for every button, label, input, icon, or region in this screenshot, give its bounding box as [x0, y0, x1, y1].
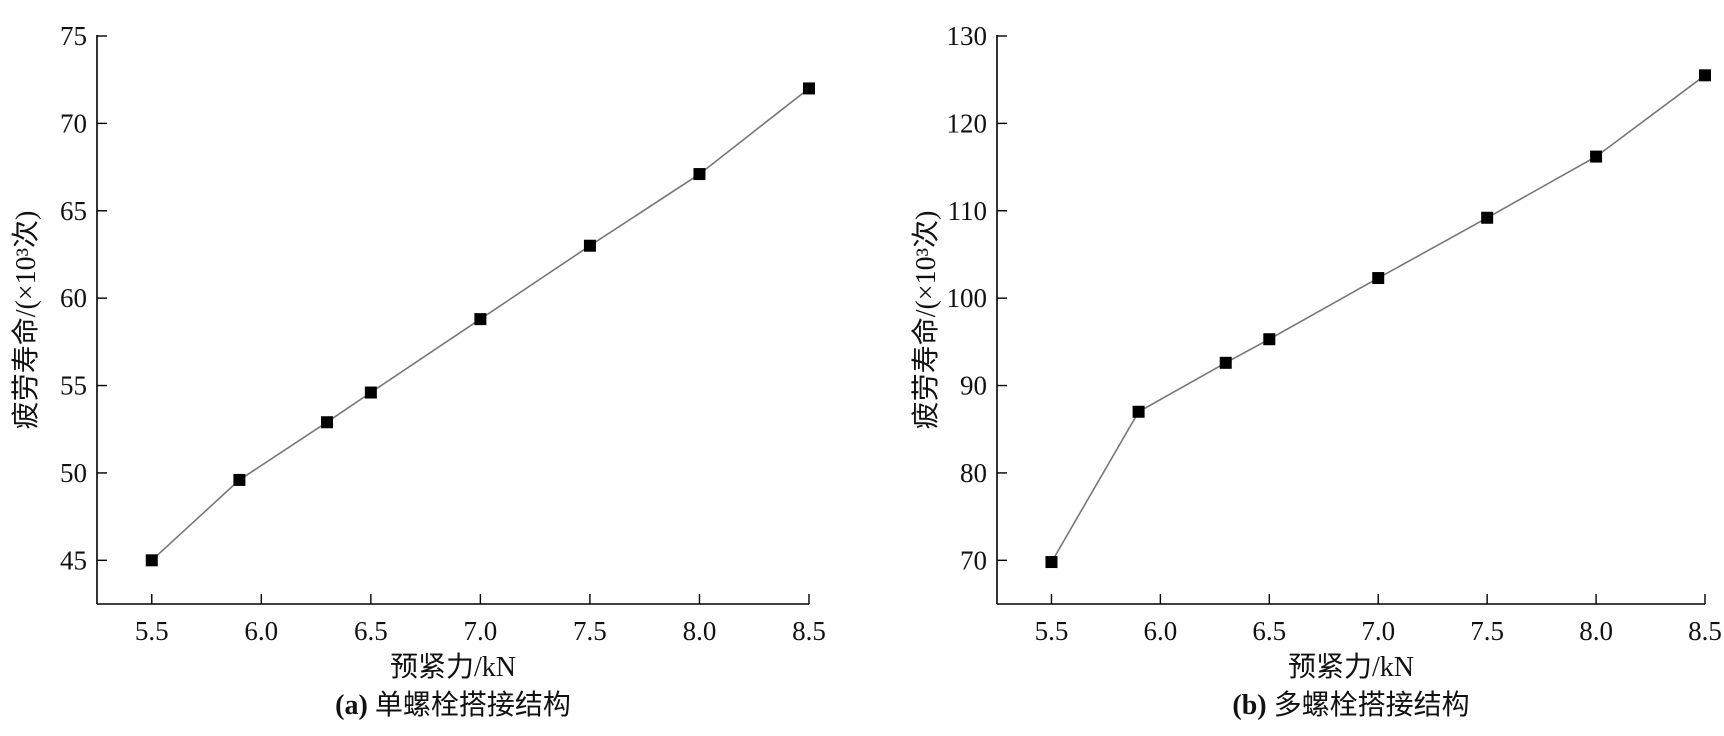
panel-caption: (b) 多螺栓搭接结构 [1232, 689, 1469, 721]
data-point [1372, 272, 1385, 285]
data-point [1045, 556, 1058, 569]
y-tick-label: 55 [60, 371, 87, 401]
y-tick-label: 100 [947, 283, 988, 313]
x-tick-label: 8.5 [1688, 616, 1722, 646]
x-tick-label: 5.5 [1035, 616, 1069, 646]
x-tick-label: 6.5 [1252, 616, 1286, 646]
y-tick-label: 110 [948, 196, 988, 226]
y-tick-label: 130 [947, 21, 988, 51]
x-tick-label: 7.5 [573, 616, 607, 646]
x-tick-label: 5.5 [135, 616, 169, 646]
x-tick-label: 7.5 [1470, 616, 1504, 646]
x-tick-label: 8.5 [792, 616, 826, 646]
caption-spacer [1267, 690, 1274, 721]
y-axis-title: 疲劳寿命/(×10³次) [910, 211, 942, 430]
data-point [693, 168, 706, 181]
data-point [1263, 333, 1276, 346]
x-tick-label: 7.0 [464, 616, 498, 646]
data-point [474, 313, 487, 326]
caption-tag: (b) [1232, 690, 1266, 721]
x-tick-label: 6.0 [1144, 616, 1178, 646]
y-tick-label: 50 [60, 458, 87, 488]
x-tick-label: 8.0 [1579, 616, 1613, 646]
data-point [1699, 69, 1711, 82]
data-point [233, 473, 246, 486]
x-axis-title: 预紧力/kN [390, 651, 516, 683]
data-point [803, 82, 815, 95]
x-tick-label: 6.0 [244, 616, 278, 646]
data-point [321, 416, 334, 429]
y-tick-label: 70 [60, 108, 87, 138]
y-tick-label: 45 [60, 545, 87, 575]
data-point [1481, 211, 1494, 224]
data-point [145, 554, 158, 567]
x-tick-label: 8.0 [683, 616, 717, 646]
series-line [1050, 74, 1706, 563]
x-tick-label: 7.0 [1361, 616, 1395, 646]
y-tick-label: 80 [960, 458, 987, 488]
y-axis-title: 疲劳寿命/(×10³次) [10, 211, 42, 430]
y-tick-label: 120 [947, 108, 988, 138]
y-tick-label: 70 [960, 545, 987, 575]
chart-panel-b: 70 80 90 100 110 120 130 5.5 6.0 6.5 7.0 7.5 8.0 8.5 预… [910, 21, 1722, 721]
data-point [1590, 150, 1603, 163]
panel-caption: (a) 单螺栓搭接结构 [335, 689, 571, 721]
chart-panel-a: 45 50 55 60 65 70 75 5.5 6.0 6.5 7.0 7.5 8.0 8.5 预紧力/k… [10, 21, 826, 721]
caption-tag: (a) [335, 690, 368, 721]
y-tick-label: 75 [60, 21, 87, 51]
y-tick-label: 60 [60, 283, 87, 313]
y-tick-label: 90 [960, 371, 987, 401]
data-point [364, 386, 377, 399]
data-point [1132, 405, 1145, 418]
y-tick-label: 65 [60, 196, 87, 226]
data-point [1219, 356, 1232, 369]
caption-spacer [368, 690, 375, 721]
x-axis-title: 预紧力/kN [1288, 651, 1414, 683]
caption-text: 多螺栓搭接结构 [1274, 689, 1470, 721]
data-point [583, 239, 596, 252]
series-line [151, 87, 810, 561]
x-tick-label: 6.5 [354, 616, 388, 646]
caption-text: 单螺栓搭接结构 [375, 689, 571, 721]
